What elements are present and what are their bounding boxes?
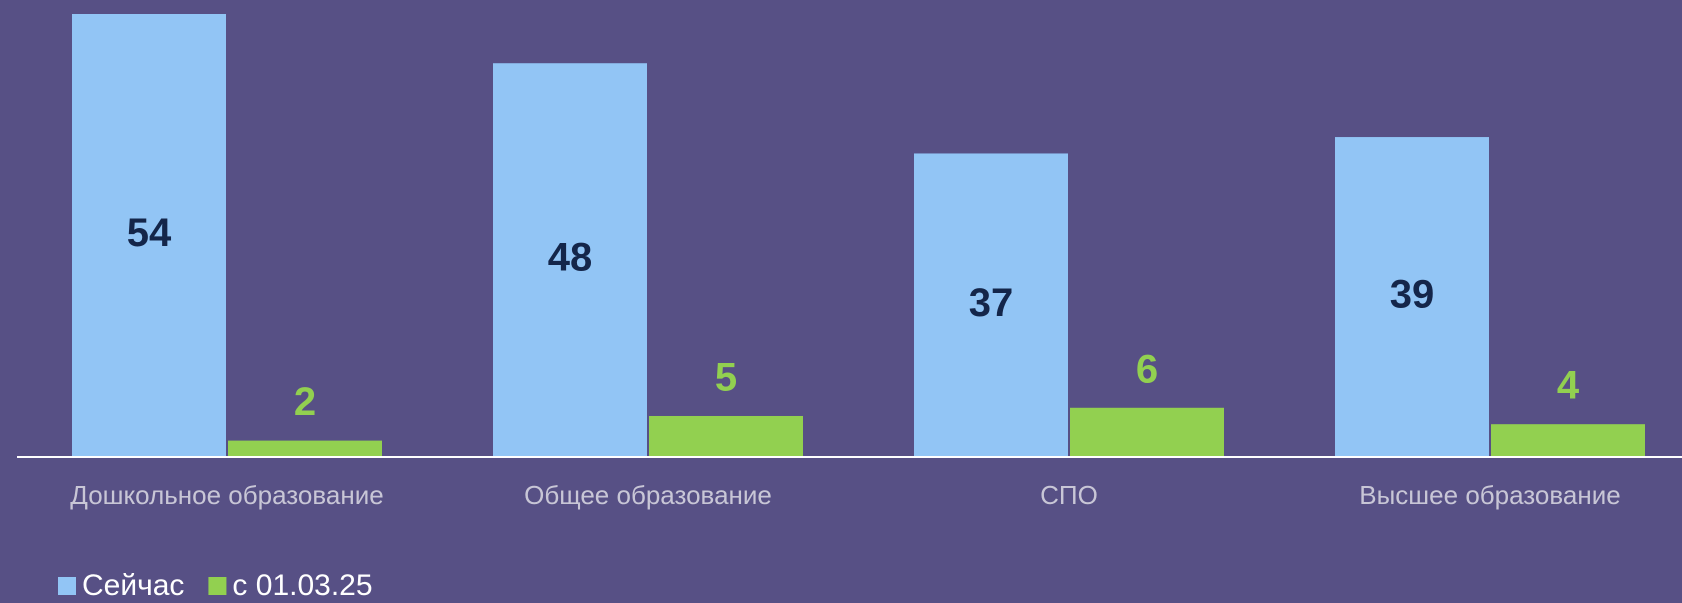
x-tick-label: Высшее образование: [1359, 480, 1620, 510]
value-label: 2: [294, 380, 316, 424]
value-label: 48: [548, 236, 593, 280]
legend-label: с 01.03.25: [232, 569, 372, 602]
bar: [1335, 137, 1489, 458]
bar: [1070, 407, 1224, 457]
value-label: 5: [715, 356, 737, 400]
legend-swatch: [58, 577, 76, 595]
legend-label: Сейчас: [82, 569, 184, 602]
bar: [914, 153, 1068, 458]
value-label: 4: [1557, 364, 1580, 408]
bar: [228, 440, 382, 457]
bar: [493, 63, 647, 457]
legend-swatch: [208, 577, 227, 595]
bar: [1491, 424, 1645, 457]
bar: [72, 14, 226, 457]
x-tick-label: СПО: [1040, 480, 1098, 510]
value-label: 39: [1390, 273, 1435, 317]
value-label: 54: [127, 211, 172, 255]
bar: [649, 415, 803, 457]
value-label: 37: [969, 281, 1014, 325]
x-tick-label: Дошкольное образование: [70, 480, 383, 510]
x-tick-label: Общее образование: [524, 480, 772, 510]
value-label: 6: [1136, 347, 1158, 391]
